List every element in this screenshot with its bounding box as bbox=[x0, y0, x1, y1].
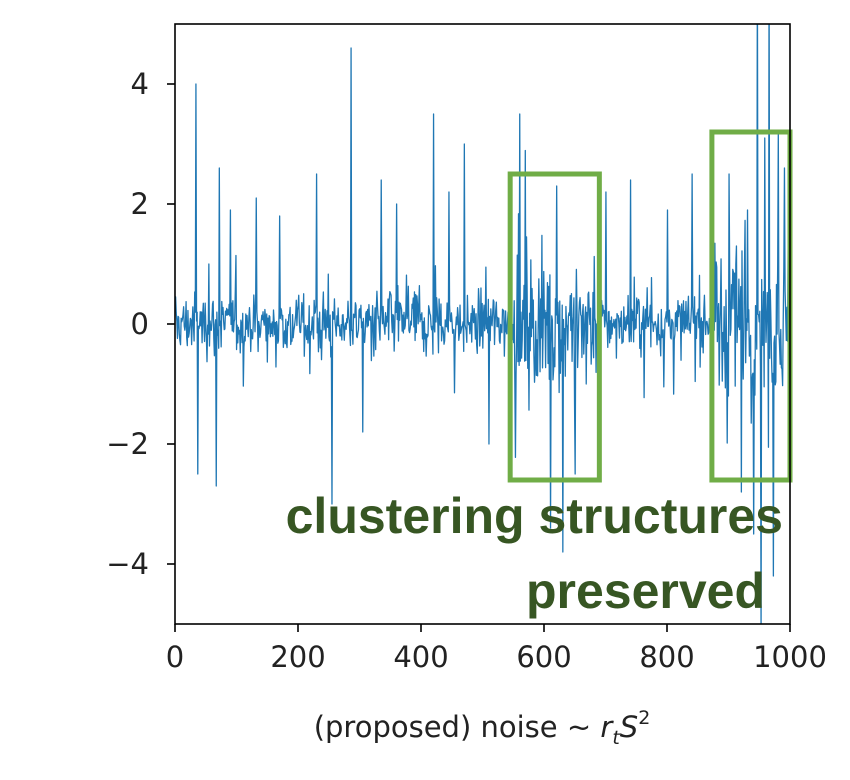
y-axis-ticks: −4 −2 0 2 4 bbox=[106, 67, 175, 581]
x-axis-ticks: 0 200 400 600 800 1000 bbox=[166, 624, 827, 674]
y-tick-label: 2 bbox=[131, 187, 149, 221]
annotation-line-2: preserved bbox=[526, 563, 765, 619]
x-tick-label: 1000 bbox=[753, 640, 827, 674]
x-tick-label: 800 bbox=[639, 640, 694, 674]
x-tick-label: 0 bbox=[166, 640, 184, 674]
highlight-box-1 bbox=[507, 171, 602, 483]
annotation-line-1: clustering structures bbox=[286, 488, 783, 544]
x-tick-label: 200 bbox=[270, 640, 325, 674]
x-axis-label: (proposed) noise ~ rtS2 bbox=[314, 707, 651, 749]
y-tick-label: −4 bbox=[106, 547, 149, 581]
x-tick-label: 400 bbox=[393, 640, 448, 674]
y-tick-label: 4 bbox=[131, 67, 149, 101]
annotation: clustering structures preserved bbox=[286, 488, 783, 619]
y-tick-label: 0 bbox=[131, 307, 149, 341]
x-tick-label: 600 bbox=[516, 640, 571, 674]
series-layer bbox=[175, 24, 790, 624]
y-tick-label: −2 bbox=[106, 427, 149, 461]
series-line-0 bbox=[175, 24, 790, 624]
